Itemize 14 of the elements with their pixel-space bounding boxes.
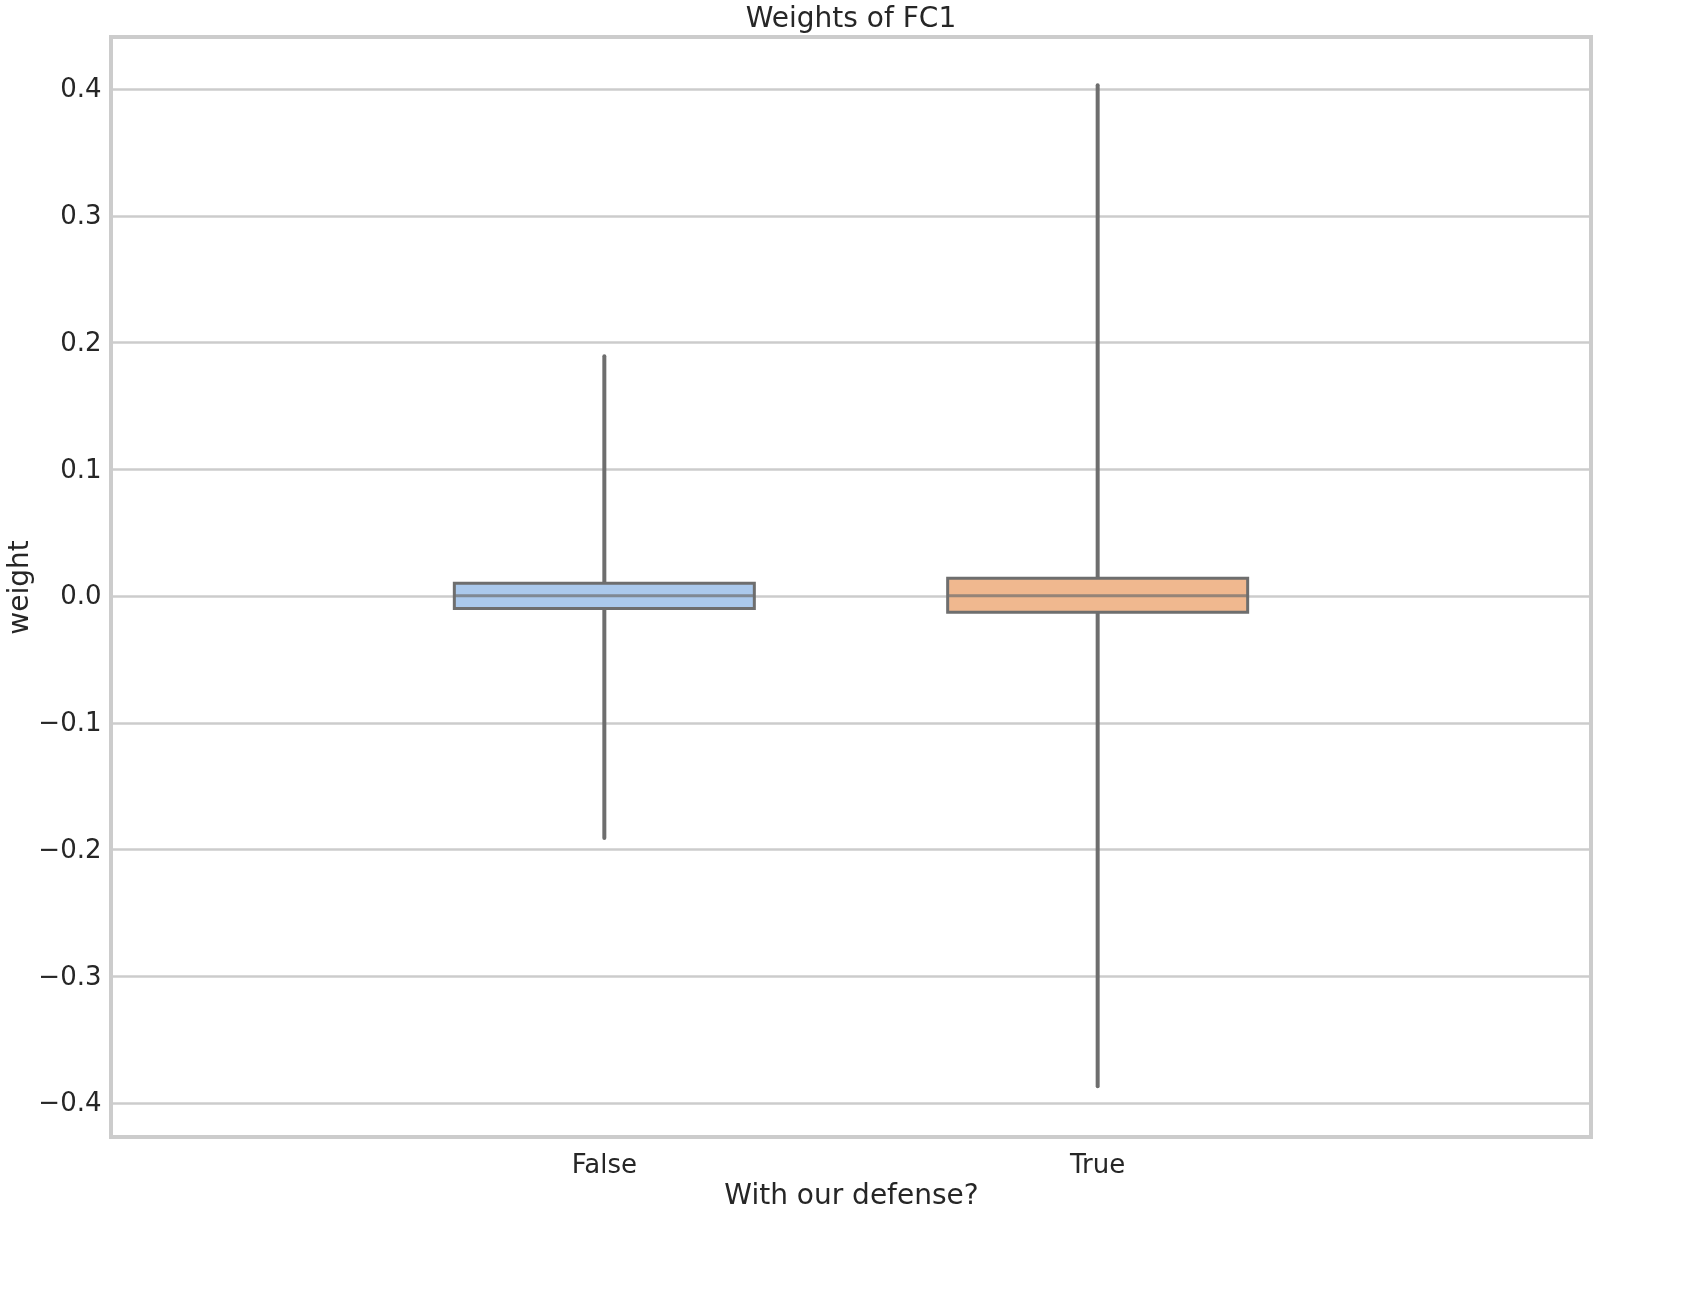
y-tick-label: 0.4 <box>60 73 102 104</box>
y-tick-label: −0.1 <box>38 707 102 738</box>
y-axis-title: weight <box>2 540 36 635</box>
y-tick-label: −0.2 <box>38 833 102 864</box>
y-tick-label: 0.2 <box>60 326 102 357</box>
x-tick-label: False <box>571 1148 637 1179</box>
y-tick-label: −0.4 <box>38 1087 102 1118</box>
y-tick-label: 0.0 <box>60 580 102 611</box>
y-tick-label: −0.3 <box>38 960 102 991</box>
chart-title: Weights of FC1 <box>745 1 957 34</box>
x-tick-label: True <box>1069 1148 1126 1179</box>
y-tick-label: 0.3 <box>60 200 102 231</box>
x-axis-title: With our defense? <box>724 1177 979 1211</box>
y-tick-label: 0.1 <box>60 453 102 484</box>
